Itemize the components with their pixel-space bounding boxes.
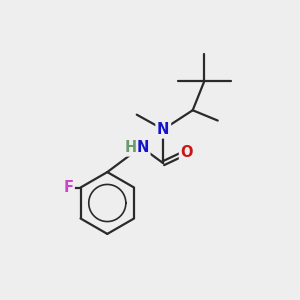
Text: N: N: [137, 140, 149, 155]
Text: H: H: [124, 140, 137, 155]
Text: N: N: [157, 122, 170, 137]
Text: O: O: [181, 146, 193, 160]
Text: F: F: [63, 180, 73, 195]
